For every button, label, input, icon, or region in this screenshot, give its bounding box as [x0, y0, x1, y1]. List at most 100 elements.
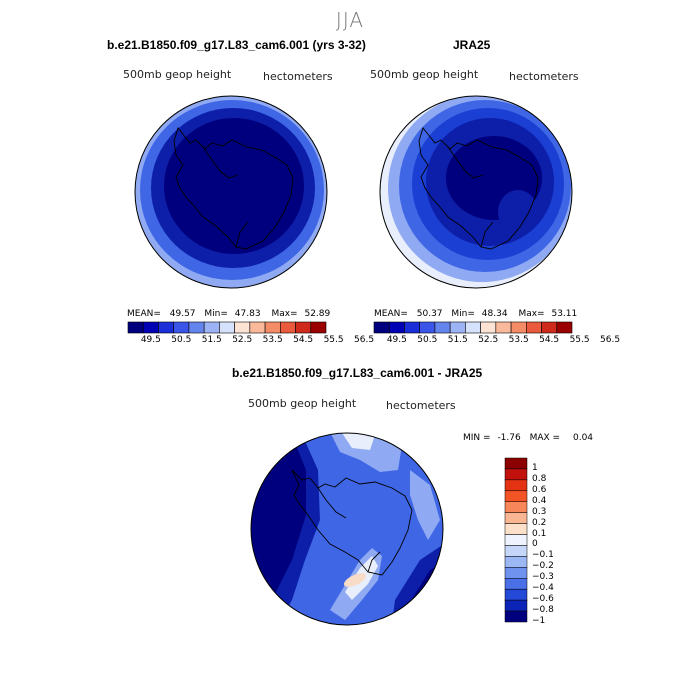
colorbar-swatch — [504, 588, 528, 601]
panel-2-coastline — [418, 127, 539, 250]
mean-label: MEAN= — [374, 309, 408, 319]
min-label: Min= — [451, 309, 475, 319]
mean-label: MEAN= — [127, 309, 161, 319]
colorbar-swatch — [504, 457, 528, 470]
panel-2-title: JRA25 — [453, 38, 491, 52]
max-label: MAX = — [529, 433, 561, 443]
colorbar-swatch — [404, 321, 420, 334]
colorbar-tick-label: −0.1 — [532, 550, 554, 561]
figure-title: JJA — [335, 8, 365, 32]
colorbar-swatch — [504, 599, 528, 612]
colorbar-swatch — [295, 321, 312, 334]
colorbar-tick-label: 0.1 — [532, 528, 547, 539]
colorbar-tick-label: 49.5 — [386, 335, 407, 345]
colorbar-swatch — [526, 321, 542, 334]
min-value: 47.83 — [234, 309, 261, 319]
colorbar-tick-label: −0.4 — [532, 583, 554, 594]
colorbar-tick-label: −0.3 — [532, 572, 554, 583]
colorbar-swatch — [480, 321, 497, 334]
panel-2-map — [380, 96, 572, 288]
colorbar-tick-label: 51.5 — [447, 335, 468, 345]
panel-3-title: b.e21.B1850.f09_g17.L83_cam6.001 - JRA25 — [232, 366, 483, 380]
min-label: Min= — [204, 309, 228, 319]
colorbar-swatch — [188, 321, 205, 334]
panel-1-variable-label: 500mb geop height — [123, 68, 232, 81]
colorbar-tick-label: −0.8 — [532, 605, 554, 616]
colorbar-tick-label: 0 — [532, 539, 538, 550]
colorbar-tick-label: −0.6 — [532, 594, 554, 605]
colorbar-swatch — [388, 321, 405, 334]
colorbar-tick-label: 54.5 — [539, 335, 560, 345]
colorbar-swatch — [465, 321, 481, 334]
panel-2-colorbar — [373, 321, 573, 334]
panel-1-units-label: hectometers — [263, 70, 333, 83]
colorbar-swatch — [434, 321, 451, 334]
colorbar-swatch — [142, 321, 159, 334]
panel-2-stats: MEAN= 50.37 Min= 48.34 Max= 53.11 — [374, 309, 577, 319]
colorbar-swatch — [219, 321, 235, 334]
colorbar-swatch — [504, 545, 528, 557]
colorbar-swatch — [419, 321, 436, 334]
max-label: Max= — [518, 309, 545, 319]
panel-3-coastline — [291, 469, 413, 576]
colorbar-swatch — [310, 321, 327, 334]
panel-1-map — [135, 96, 327, 288]
colorbar-tick-label: 0.3 — [532, 506, 547, 517]
min-label: MIN = — [463, 433, 491, 443]
min-value: 48.34 — [481, 309, 508, 319]
colorbar-swatch — [449, 321, 466, 334]
colorbar-swatch — [504, 523, 528, 535]
colorbar-swatch — [504, 610, 528, 623]
panel-2-units-label: hectometers — [509, 70, 579, 83]
colorbar-tick-label: −1 — [532, 616, 546, 626]
panel-1-title: b.e21.B1850.f09_g17.L83_cam6.001 (yrs 3-… — [107, 38, 366, 52]
panel-2-map-border — [379, 95, 573, 289]
colorbar-swatch — [556, 321, 573, 334]
colorbar-swatch — [504, 490, 528, 502]
colorbar-tick-label: 1 — [532, 462, 538, 473]
colorbar-tick-label: 50.5 — [417, 335, 438, 345]
panel-1-colorbar — [127, 321, 327, 334]
colorbar-tick-label: 51.5 — [201, 335, 222, 345]
colorbar-swatch — [264, 321, 281, 334]
colorbar-tick-label: 52.5 — [478, 335, 499, 345]
mean-value: 49.57 — [169, 309, 196, 319]
panel-3-stats: MIN = -1.76 MAX = 0.04 — [463, 433, 593, 443]
colorbar-swatch — [495, 321, 512, 334]
colorbar-tick-label: 50.5 — [171, 335, 192, 345]
panel-3-variable-label: 500mb geop height — [248, 397, 357, 410]
mean-value: 50.37 — [416, 309, 443, 319]
colorbar-swatch — [510, 321, 527, 334]
colorbar-swatch — [373, 321, 390, 334]
max-value: 53.11 — [551, 309, 578, 319]
panel-1-stats: MEAN= 49.57 Min= 47.83 Max= 52.89 — [127, 309, 330, 319]
panel-1-map-border — [134, 95, 328, 289]
colorbar-swatch — [504, 567, 528, 579]
colorbar-tick-label: 55.5 — [323, 335, 344, 345]
colorbar-swatch — [504, 479, 528, 492]
colorbar-swatch — [234, 321, 251, 334]
colorbar-tick-label: 54.5 — [293, 335, 314, 345]
colorbar-swatch — [158, 321, 174, 334]
colorbar-tick-label: 53.5 — [262, 335, 283, 345]
panel-3-map-border — [250, 432, 444, 626]
max-label: Max= — [271, 309, 298, 319]
colorbar-swatch — [504, 512, 528, 524]
colorbar-tick-label: 53.5 — [508, 335, 529, 345]
panel-3-map — [251, 433, 443, 625]
colorbar-tick-label: 55.5 — [569, 335, 590, 345]
panel-3-colorbar — [504, 457, 528, 623]
colorbar-tick-label: 56.5 — [354, 335, 375, 345]
min-value: -1.76 — [497, 433, 521, 443]
colorbar-tick-label: 49.5 — [140, 335, 161, 345]
colorbar-tick-label: 52.5 — [232, 335, 253, 345]
colorbar-tick-label: 0.6 — [532, 484, 547, 495]
panel-2-variable-label: 500mb geop height — [370, 68, 479, 81]
panel-3-units-label: hectometers — [386, 399, 456, 412]
colorbar-swatch — [504, 534, 528, 546]
colorbar-swatch — [173, 321, 190, 334]
colorbar-tick-label: 0.2 — [532, 517, 547, 528]
colorbar-swatch — [249, 321, 266, 334]
colorbar-swatch — [541, 321, 558, 334]
